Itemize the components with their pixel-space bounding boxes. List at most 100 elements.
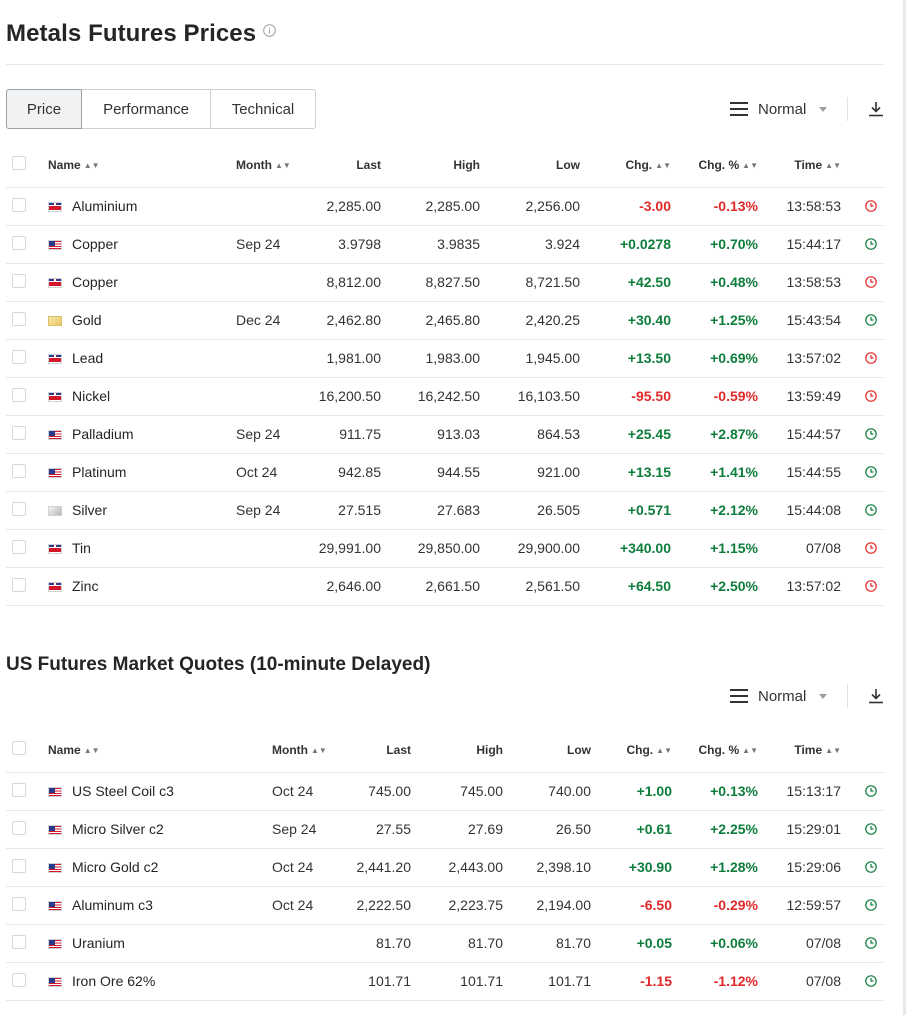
column-header-month[interactable]: Month ▲▼ — [272, 728, 342, 773]
column-header-chg[interactable]: Chg. ▲▼ — [591, 728, 672, 773]
row-checkbox[interactable] — [6, 339, 48, 378]
instrument-name-link[interactable]: Palladium — [72, 426, 134, 442]
instrument-cell[interactable]: Micro Gold c2 — [48, 848, 272, 887]
column-header-chg-pct[interactable]: Chg. % ▲▼ — [671, 143, 758, 188]
view-mode-dropdown-us[interactable]: Normal — [730, 685, 828, 707]
view-mode-dropdown[interactable]: Normal — [730, 98, 828, 120]
table-row[interactable]: Tin 29,991.00 29,850.00 29,900.00 +340.00 +1.… — [6, 529, 884, 568]
download-icon[interactable] — [867, 100, 885, 118]
row-checkbox[interactable] — [6, 810, 48, 849]
instrument-cell[interactable]: Platinum — [48, 453, 236, 492]
instrument-cell[interactable]: Iron Ore 62% — [48, 962, 272, 1001]
instrument-cell[interactable]: Palladium — [48, 415, 236, 454]
row-checkbox[interactable] — [6, 491, 48, 530]
instrument-cell[interactable]: Nickel — [48, 377, 236, 416]
column-header-name[interactable]: Name ▲▼ — [48, 728, 272, 773]
row-checkbox[interactable] — [6, 263, 48, 302]
column-header-time[interactable]: Time ▲▼ — [758, 728, 841, 773]
instrument-name-link[interactable]: Silver — [72, 502, 108, 518]
scrollbar[interactable] — [903, 0, 906, 1015]
table-row[interactable]: US Steel Coil c3 Oct 24 745.00 745.00 740.00… — [6, 772, 884, 811]
instrument-cell[interactable]: Uranium — [48, 924, 272, 963]
table-row[interactable]: Lead 1,981.00 1,983.00 1,945.00 +13.50 +0.69%… — [6, 339, 884, 378]
instrument-cell[interactable]: Aluminium — [48, 187, 236, 226]
change-cell: +0.05 — [591, 924, 672, 963]
change-cell: -3.00 — [580, 187, 671, 226]
table-row[interactable]: Micro Silver c2 Sep 24 27.55 27.69 26.50 +0.6… — [6, 810, 884, 849]
row-checkbox[interactable] — [6, 453, 48, 492]
table-row[interactable]: Copper Sep 24 3.9798 3.9835 3.924 +0.0278 +0.7… — [6, 225, 884, 264]
instrument-cell[interactable]: Silver — [48, 491, 236, 530]
table-row[interactable]: Micro Gold c2 Oct 24 2,441.20 2,443.00 2,398… — [6, 848, 884, 887]
info-icon[interactable] — [263, 23, 277, 37]
table-row[interactable]: Copper 8,812.00 8,827.50 8,721.50 +42.50 +0.4… — [6, 263, 884, 302]
table-row[interactable]: Platinum Oct 24 942.85 944.55 921.00 +13.15 +1… — [6, 453, 884, 492]
select-all-checkbox[interactable] — [6, 728, 48, 773]
column-header-chg[interactable]: Chg. ▲▼ — [580, 143, 671, 188]
instrument-cell[interactable]: Zinc — [48, 567, 236, 606]
table-row[interactable]: Uranium 81.70 81.70 81.70 +0.05 +0.06% 07/08 — [6, 924, 884, 963]
high-cell: 2,443.00 — [411, 848, 503, 887]
instrument-name-link[interactable]: Copper — [72, 236, 118, 252]
instrument-name-link[interactable]: Tin — [72, 540, 91, 556]
table-row[interactable]: Palladium Sep 24 911.75 913.03 864.53 +25.45 +… — [6, 415, 884, 454]
table-row[interactable]: Silver Sep 24 27.515 27.683 26.505 +0.571 +2.1… — [6, 491, 884, 530]
row-checkbox[interactable] — [6, 772, 48, 811]
row-checkbox[interactable] — [6, 848, 48, 887]
column-header-low: Low — [480, 143, 580, 188]
row-checkbox[interactable] — [6, 415, 48, 454]
instrument-cell[interactable]: Aluminum c3 — [48, 886, 272, 925]
row-checkbox[interactable] — [6, 225, 48, 264]
instrument-name-link[interactable]: Micro Gold c2 — [72, 859, 159, 875]
instrument-name-link[interactable]: Micro Silver c2 — [72, 821, 164, 837]
instrument-name-link[interactable]: Copper — [72, 274, 118, 290]
column-header-time[interactable]: Time ▲▼ — [758, 143, 841, 188]
last-cell: 2,441.20 — [342, 848, 411, 887]
row-checkbox[interactable] — [6, 924, 48, 963]
tab-performance[interactable]: Performance — [82, 89, 211, 129]
instrument-name-link[interactable]: Lead — [72, 350, 104, 366]
tab-price[interactable]: Price — [6, 89, 82, 129]
row-checkbox[interactable] — [6, 962, 48, 1001]
instrument-name-link[interactable]: Zinc — [72, 578, 99, 594]
low-cell: 921.00 — [480, 453, 580, 492]
instrument-name-link[interactable]: Gold — [72, 312, 102, 328]
row-checkbox[interactable] — [6, 529, 48, 568]
table-row[interactable]: Iron Ore 62% 101.71 101.71 101.71 -1.15 -1.12… — [6, 962, 884, 1001]
download-icon[interactable] — [867, 687, 885, 705]
row-checkbox[interactable] — [6, 301, 48, 340]
row-checkbox[interactable] — [6, 187, 48, 226]
column-header-month[interactable]: Month ▲▼ — [236, 143, 304, 188]
row-checkbox[interactable] — [6, 377, 48, 416]
instrument-name-link[interactable]: Uranium — [72, 935, 125, 951]
row-checkbox[interactable] — [6, 567, 48, 606]
market-status-cell — [841, 225, 884, 264]
instrument-name-link[interactable]: Iron Ore 62% — [72, 973, 156, 989]
select-all-checkbox[interactable] — [6, 143, 48, 188]
tab-technical[interactable]: Technical — [211, 89, 316, 129]
instrument-cell[interactable]: Lead — [48, 339, 236, 378]
market-status-cell — [841, 491, 884, 530]
column-header-chg-pct[interactable]: Chg. % ▲▼ — [672, 728, 758, 773]
instrument-cell[interactable]: US Steel Coil c3 — [48, 772, 272, 811]
instrument-cell[interactable]: Tin — [48, 529, 236, 568]
instrument-name-link[interactable]: Aluminium — [72, 198, 138, 214]
instrument-cell[interactable]: Copper — [48, 263, 236, 302]
table-row[interactable]: Aluminum c3 Oct 24 2,222.50 2,223.75 2,194.0… — [6, 886, 884, 925]
instrument-cell[interactable]: Gold — [48, 301, 236, 340]
row-checkbox[interactable] — [6, 886, 48, 925]
instrument-cell[interactable]: Micro Silver c2 — [48, 810, 272, 849]
instrument-name-link[interactable]: US Steel Coil c3 — [72, 783, 174, 799]
table-row[interactable]: Nickel 16,200.50 16,242.50 16,103.50 -95.50-… — [6, 377, 884, 416]
table-row[interactable]: Gold Dec 24 2,462.80 2,465.80 2,420.25 +30.40… — [6, 301, 884, 340]
table-row[interactable]: Zinc 2,646.00 2,661.50 2,561.50 +64.50 +2.50%… — [6, 567, 884, 606]
instrument-name-link[interactable]: Platinum — [72, 464, 127, 480]
column-header-name[interactable]: Name ▲▼ — [48, 143, 236, 188]
flag-icon — [48, 354, 62, 364]
instrument-name-link[interactable]: Nickel — [72, 388, 111, 404]
instrument-cell[interactable]: Copper — [48, 225, 236, 264]
table-row[interactable]: Aluminium 2,285.00 2,285.00 2,256.00 -3.00 -0… — [6, 187, 884, 226]
change-cell: +25.45 — [580, 415, 671, 454]
instrument-name-link[interactable]: Aluminum c3 — [72, 897, 153, 913]
